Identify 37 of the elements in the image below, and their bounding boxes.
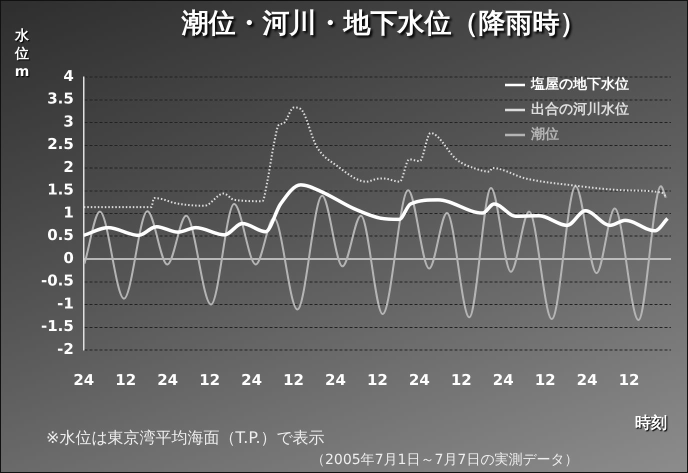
y-tick-label: -1 (57, 294, 74, 312)
x-tick-label: 24 (73, 370, 94, 389)
y-tick-label: 2.5 (47, 135, 74, 154)
text: （2005年7月1日～7月7日の実測データ） (311, 451, 578, 469)
x-tick-label: 24 (492, 370, 514, 389)
legend-label: 潮位 (530, 126, 559, 143)
legend-label: 塩屋の地下水位 (530, 76, 629, 93)
x-tick-label: 24 (408, 370, 430, 389)
y-tick-label: -1.5 (40, 317, 74, 336)
x-tick-label: 12 (450, 370, 472, 389)
y-tick-label: 1 (63, 203, 74, 222)
x-tick-label: 24 (241, 370, 262, 389)
y-axis-title: 水位 m (14, 27, 30, 81)
y-tick-label: 0 (63, 248, 74, 267)
x-tick-label: 12 (618, 370, 640, 389)
x-tick-label: 12 (283, 370, 304, 389)
y-tick-label: -2 (57, 340, 74, 358)
y-tick-label: 3.5 (47, 90, 74, 108)
x-tick-label: 12 (534, 370, 556, 389)
x-tick-label: 24 (576, 370, 598, 389)
x-axis-title: 時刻 (635, 413, 667, 434)
line-series (84, 185, 667, 321)
x-tick-label: 24 (157, 370, 178, 389)
y-tick-label: 2 (63, 158, 74, 176)
legend-label: 出合の河川水位 (531, 102, 629, 118)
line-series (84, 183, 670, 238)
x-tick-label: 12 (115, 370, 136, 389)
y-tick-label: 1.5 (47, 180, 74, 199)
y-tick-label: 4 (63, 66, 74, 85)
y-tick-label: -0.5 (40, 272, 74, 290)
x-tick-label: 24 (325, 370, 346, 389)
y-tick-label: 3 (63, 112, 74, 130)
x-tick-label: 12 (366, 370, 388, 389)
x-tick-label: 12 (199, 370, 220, 389)
text: ※水位は東京湾平均海面（T.P.）で表示 (46, 428, 325, 449)
y-tick-label: 0.5 (47, 226, 74, 244)
chart-title: 潮位・河川・地下水位（降雨時） (180, 7, 588, 41)
